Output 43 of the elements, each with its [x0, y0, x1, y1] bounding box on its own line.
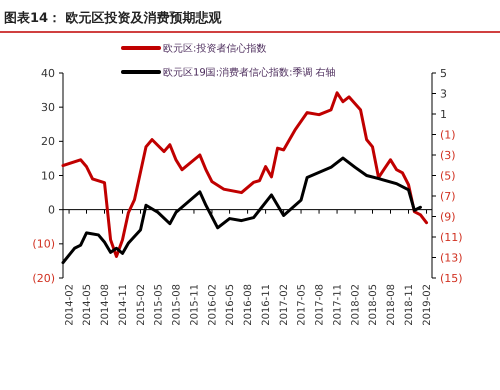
- x-tick-label: 2014-05: [82, 284, 93, 326]
- x-tick-label: 2018-02: [350, 284, 362, 326]
- x-tick-label: 2015-11: [189, 284, 200, 326]
- y2-tick-label: (3): [440, 148, 456, 162]
- y2-tick-label: 5: [440, 66, 447, 80]
- x-tick-label: 2016-05: [225, 284, 236, 326]
- chart-title: 图表14： 欧元区投资及消费预期悲观: [4, 10, 223, 26]
- y-tick-label: 10: [41, 169, 55, 182]
- x-tick-label: 2018-05: [368, 284, 379, 326]
- x-tick-label: 2017-11: [332, 284, 344, 326]
- y-tick-label: 30: [41, 101, 55, 114]
- y2-tick-label: (11): [440, 230, 463, 244]
- x-tick-label: 2018-11: [404, 284, 416, 326]
- y2-tick-label: (1): [440, 128, 456, 142]
- x-tick-label: 2014-08: [100, 284, 111, 326]
- legend-label: 欧元区:投资者信心指数: [163, 42, 266, 54]
- x-tick-label: 2014-02: [64, 284, 76, 326]
- y-tick-label: (20): [32, 272, 55, 285]
- y2-tick-label: 3: [440, 87, 447, 100]
- y2-tick-label: (13): [440, 251, 463, 264]
- y-tick-label: 20: [41, 135, 55, 148]
- y2-tick-label: (15): [440, 272, 463, 285]
- y2-tick-label: 1: [440, 108, 447, 121]
- y-tick-label: 40: [41, 66, 55, 80]
- x-tick-label: 2017-02: [279, 284, 290, 326]
- line-series: [62, 91, 428, 258]
- legend-label: 欧元区19国:消费者信心指数:季调 右轴: [163, 66, 336, 78]
- x-tick-label: 2017-08: [314, 284, 326, 326]
- y-tick-label: 0: [48, 204, 55, 217]
- x-tick-label: 2018-08: [386, 284, 397, 326]
- x-tick-label: 2015-02: [136, 284, 148, 326]
- x-tick-label: 2015-08: [171, 284, 182, 326]
- x-tick-label: 2016-02: [207, 284, 218, 326]
- x-tick-label: 2016-11: [261, 284, 272, 326]
- y-tick-label: (10): [32, 238, 55, 251]
- x-tick-label: 2019-02: [422, 284, 434, 326]
- y2-tick-label: (5): [440, 169, 456, 182]
- y2-tick-label: (7): [440, 190, 456, 203]
- x-tick-label: 2017-05: [296, 284, 308, 326]
- x-tick-label: 2015-05: [153, 284, 164, 326]
- x-tick-label: 2016-08: [243, 284, 254, 326]
- y2-tick-label: (9): [440, 210, 456, 224]
- x-tick-label: 2014-11: [118, 284, 130, 326]
